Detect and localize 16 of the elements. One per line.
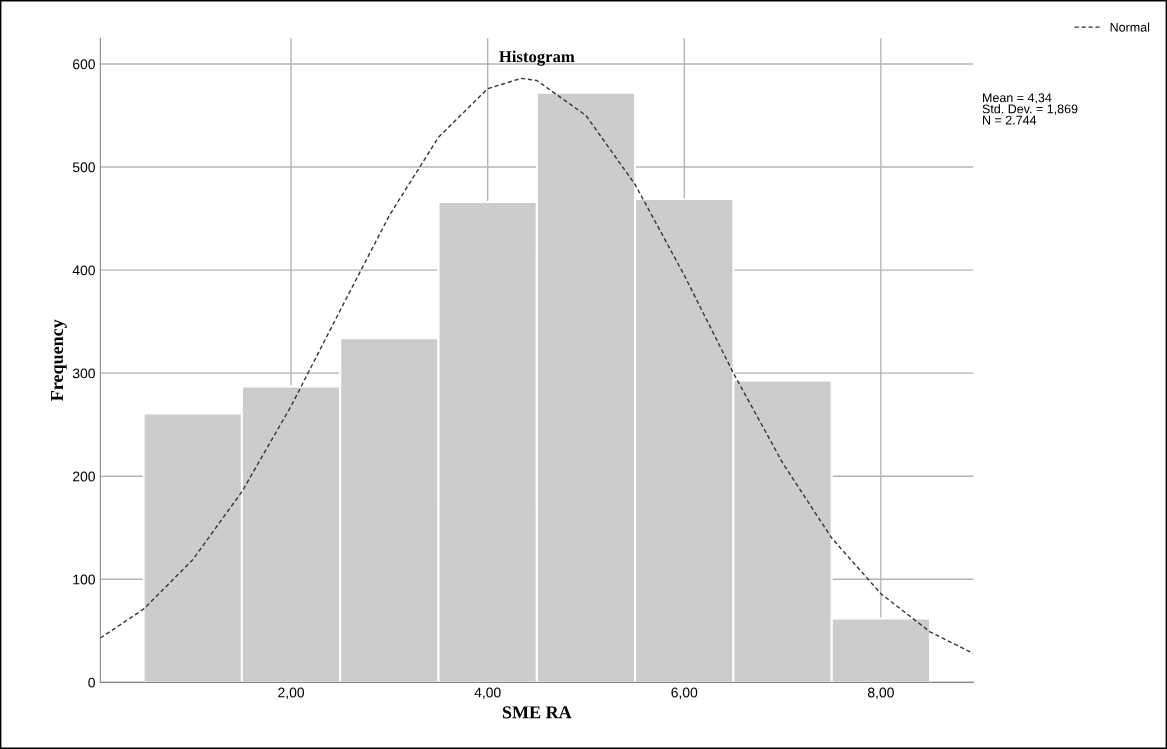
text: Histogram bbox=[499, 50, 575, 66]
y-tick-label: 400 bbox=[72, 265, 95, 276]
x-axis-title: SME RA bbox=[502, 706, 572, 719]
legend-label: Normal bbox=[1110, 22, 1150, 32]
y-tick-label: 100 bbox=[73, 574, 95, 585]
x-tick-label: 6,00 bbox=[671, 687, 698, 700]
y-tick-label: 600 bbox=[73, 59, 95, 70]
y-tick-label: 500 bbox=[72, 162, 95, 173]
x-tick-label: 2,00 bbox=[278, 687, 305, 700]
x-tick-label: 4,00 bbox=[474, 687, 501, 700]
y-tick-label: 300 bbox=[72, 368, 95, 379]
y-axis-title: Frequency bbox=[51, 319, 67, 401]
x-tick-label: 8,00 bbox=[867, 687, 894, 700]
y-tick-label: 0 bbox=[88, 677, 95, 688]
y-tick-label: 200 bbox=[73, 471, 95, 482]
text: Mean = 4,34 Std. Dev. = 1,869 N = 2.744 bbox=[982, 93, 1078, 125]
